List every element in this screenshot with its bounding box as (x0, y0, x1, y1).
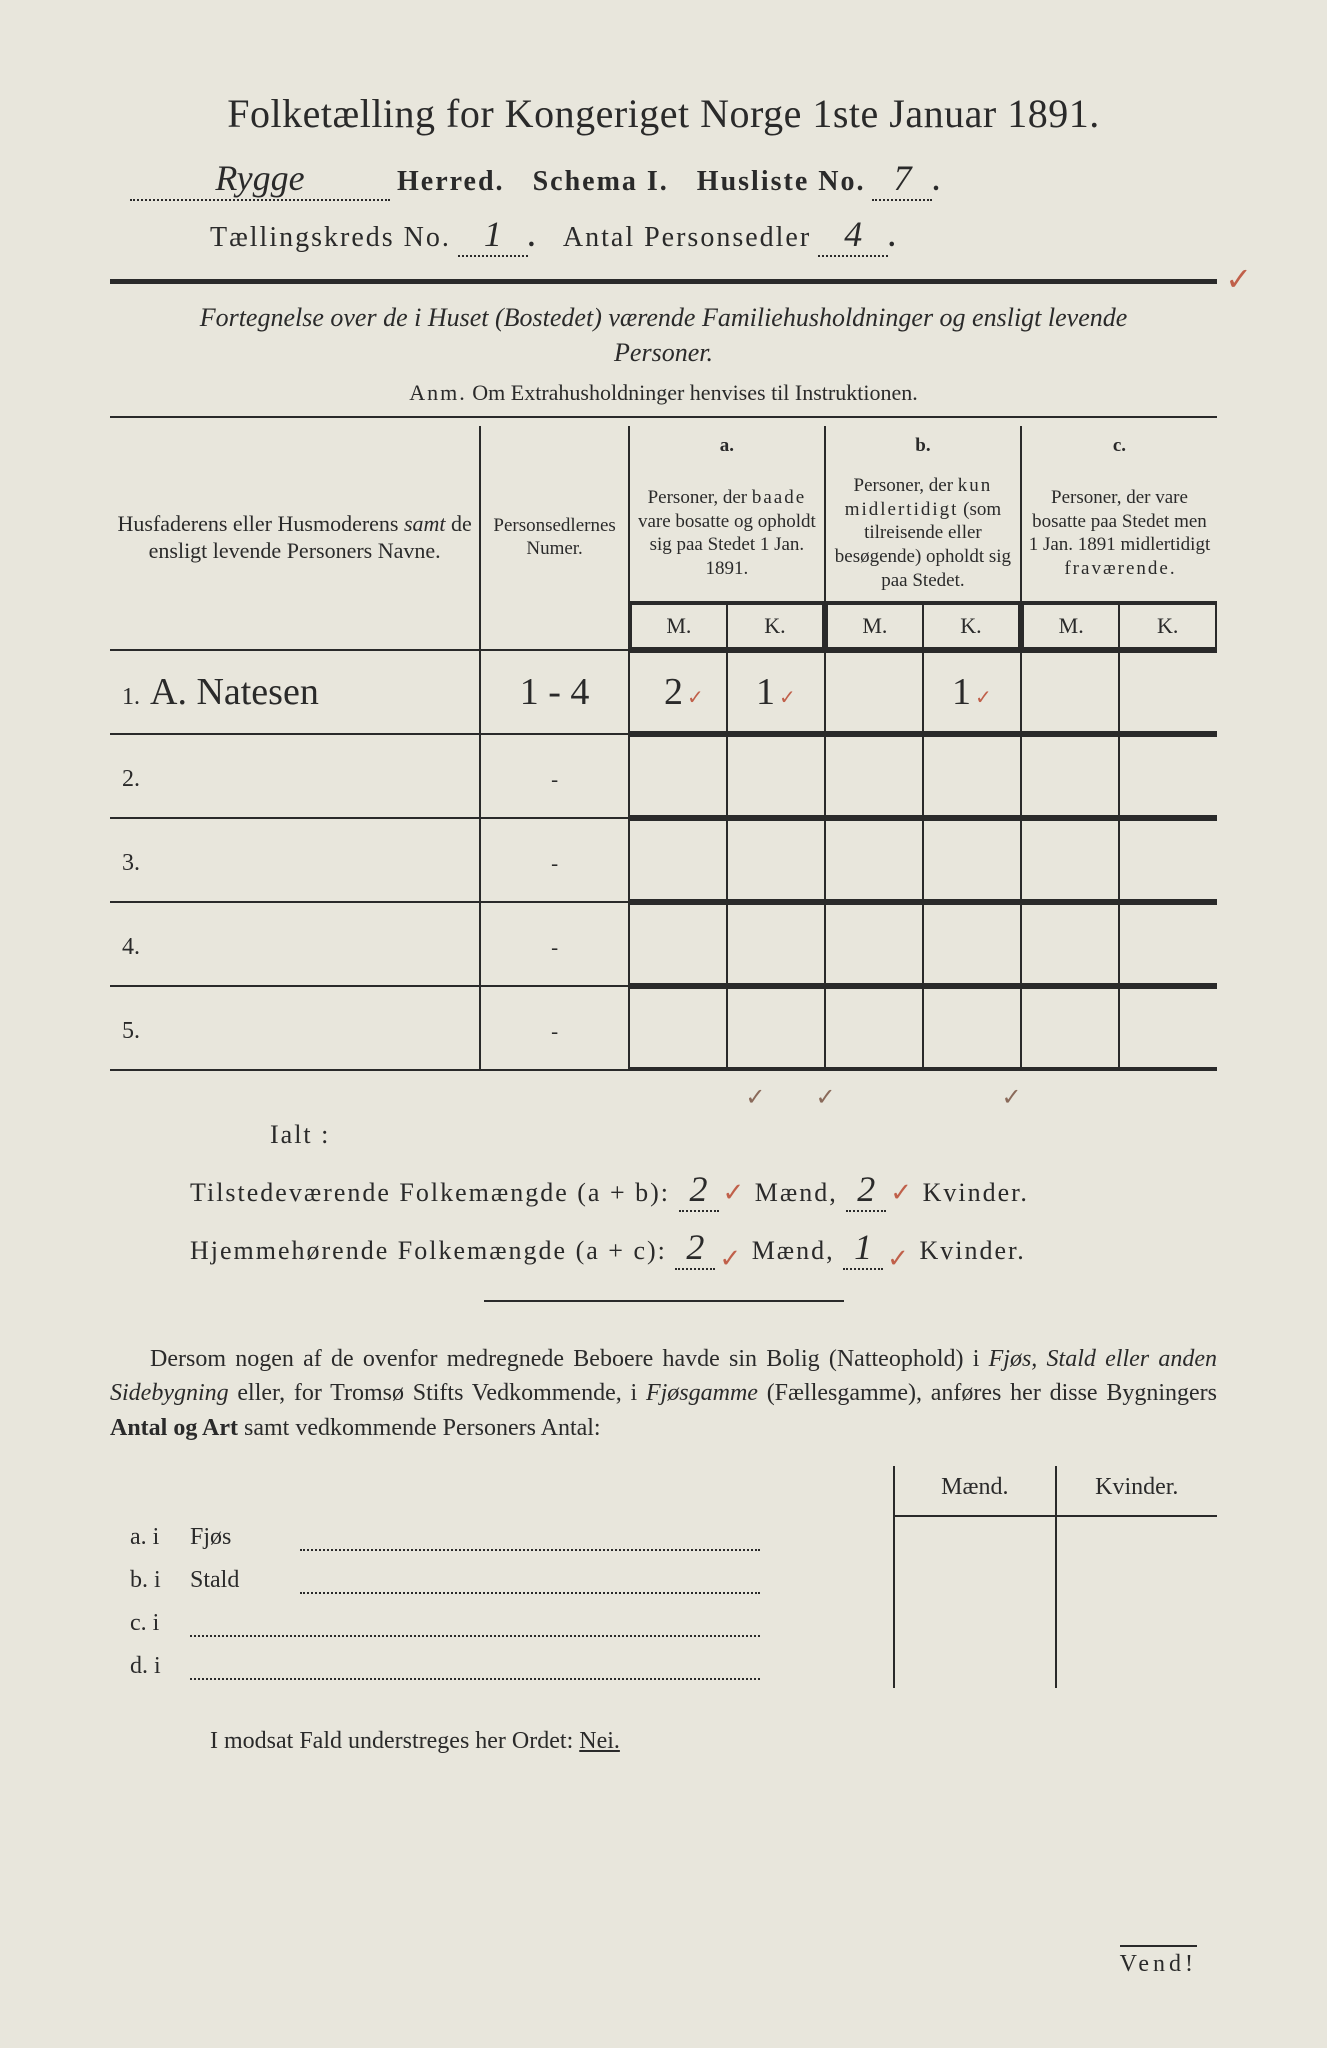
nei-word: Nei. (579, 1728, 620, 1754)
sum2-maend: 2 (675, 1226, 715, 1270)
sum1-kvinder: 2 (846, 1168, 886, 1212)
table-row: 3.- (110, 818, 1217, 902)
check-row-under: ✓✓ ✓ (110, 1083, 1217, 1112)
footer-line: I modsat Fald understreges her Ordet: Ne… (110, 1728, 1217, 1755)
table-row: 2.- (110, 734, 1217, 818)
summary-line-1: Tilstedeværende Folkemængde (a + b): 2✓ … (110, 1168, 1217, 1212)
sum1-maend: 2 (679, 1168, 719, 1212)
lower-maend-header: Mænd. (894, 1466, 1055, 1516)
header-a-mk: M. K. (629, 602, 825, 650)
header-b-letter: b. (825, 426, 1021, 466)
sum2-kvinder: 1 (843, 1226, 883, 1270)
table-row: 4.- (110, 902, 1217, 986)
lower-table: Mænd. Kvinder. a. iFjøs b. iStald c. i d… (110, 1466, 1217, 1688)
vend-label: Vend! (1120, 1945, 1197, 1978)
header-b: Personer, der kun midlertidigt (som tilr… (825, 466, 1021, 602)
lower-row-d: d. i (110, 1645, 1217, 1688)
header-c-letter: c. (1021, 426, 1217, 466)
husliste-label: Husliste No. (697, 166, 866, 197)
heavy-rule-1 (110, 279, 1217, 284)
kreds-label: Tællingskreds No. (210, 222, 451, 253)
mid-rule (484, 1300, 844, 1302)
header-c: Personer, der vare bosatte paa Stedet me… (1021, 466, 1217, 602)
side-checkmark: ✓ (1225, 260, 1252, 298)
lower-row-b: b. iStald (110, 1559, 1217, 1602)
table-row: 5.- (110, 986, 1217, 1070)
lower-row-c: c. i (110, 1602, 1217, 1645)
header-names: Husfaderens eller Husmoderens samt de en… (110, 426, 480, 650)
form-line-1: Rygge Herred. Schema I. Husliste No. 7. (110, 157, 1217, 201)
thin-rule-1 (110, 416, 1217, 418)
subtitle: Fortegnelse over de i Huset (Bostedet) v… (170, 300, 1157, 370)
anm-note: Anm. Anm. Om Extrahusholdninger henvises… (110, 380, 1217, 406)
table-row: 1.A. Natesen1 - 42✓1✓1✓ (110, 650, 1217, 734)
form-line-2: Tællingskreds No. 1. Antal Personsedler … (110, 213, 1217, 257)
husliste-value: 7 (872, 157, 932, 201)
header-a-letter: a. (629, 426, 825, 466)
lower-kvinder-header: Kvinder. (1056, 1466, 1217, 1516)
sedler-label: Antal Personsedler (563, 222, 811, 253)
herred-label: Herred. (397, 166, 505, 197)
summary-line-2: Hjemmehørende Folkemængde (a + c): 2✓ Mæ… (110, 1226, 1217, 1270)
lower-row-a: a. iFjøs (110, 1516, 1217, 1559)
main-title: Folketælling for Kongeriget Norge 1ste J… (110, 90, 1217, 137)
kreds-value: 1 (458, 213, 528, 257)
header-a: Personer, der baade vare bosatte og opho… (629, 466, 825, 602)
header-c-mk: M. K. (1021, 602, 1217, 650)
schema-label: Schema I. (533, 166, 669, 197)
main-table: Husfaderens eller Husmoderens samt de en… (110, 426, 1217, 1071)
sedler-value: 4 (818, 213, 888, 257)
ialt-label: Ialt : (110, 1120, 1217, 1150)
herred-value: Rygge (130, 157, 390, 201)
paragraph: Dersom nogen af de ovenfor medregnede Be… (110, 1342, 1217, 1446)
header-numer: Personsedlernes Numer. (480, 426, 629, 650)
header-b-mk: M. K. (825, 602, 1021, 650)
